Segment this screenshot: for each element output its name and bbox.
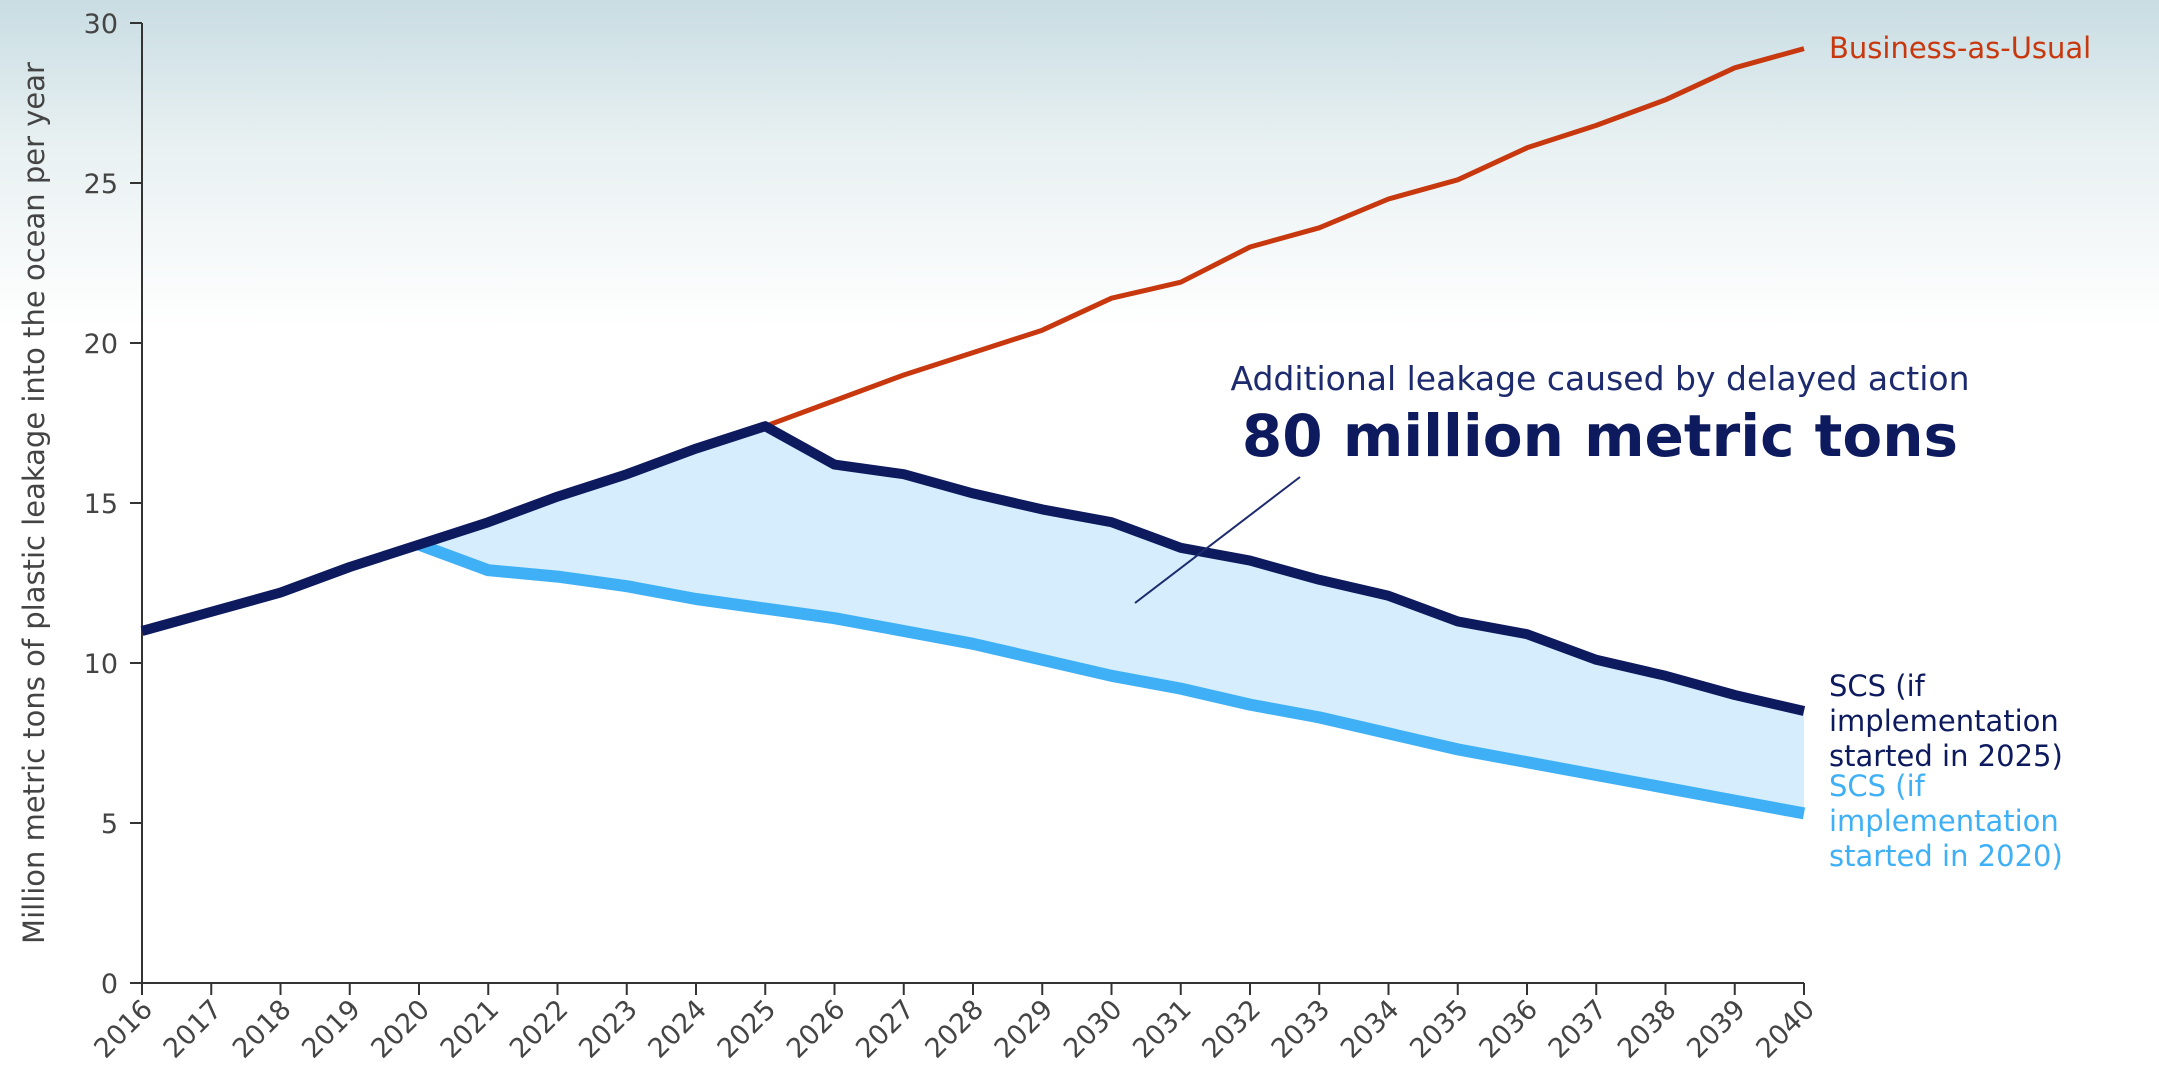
annotation-pointer	[1134, 476, 1301, 604]
x-tick-label: 2039	[1681, 994, 1752, 1065]
y-tick-label: 20	[84, 329, 118, 360]
y-tick-label: 25	[84, 169, 118, 200]
x-tick-label: 2026	[781, 994, 852, 1065]
x-tick-label: 2038	[1612, 994, 1683, 1065]
x-tick-label: 2025	[712, 994, 783, 1065]
x-tick-label: 2036	[1473, 994, 1544, 1065]
x-tick-label: 2019	[296, 994, 367, 1065]
series-line	[416, 538, 1806, 820]
x-tick-label: 2020	[365, 994, 436, 1065]
y-tick-label: 15	[84, 489, 118, 520]
x-tick-label: 2034	[1335, 994, 1406, 1065]
x-tick-label: 2035	[1404, 994, 1475, 1065]
x-tick-label: 2016	[88, 994, 159, 1065]
y-tick-label: 30	[84, 9, 118, 40]
series-label: Business-as-Usual	[1829, 30, 2092, 65]
x-tick-label: 2032	[1196, 994, 1267, 1065]
x-tick-label: 2022	[504, 994, 575, 1065]
x-tick-label: 2037	[1543, 994, 1614, 1065]
x-tick-label: 2029	[989, 994, 1060, 1065]
y-tick-label: 5	[101, 809, 118, 840]
x-tick-label: 2040	[1750, 994, 1821, 1065]
y-tick-label: 10	[84, 649, 118, 680]
annotation: Additional leakage caused by delayed act…	[1230, 359, 1969, 398]
series-label: SCS (if implementation started in 2020)	[1829, 769, 2063, 874]
series-label: SCS (if implementation started in 2025)	[1829, 669, 2063, 773]
annotation-value: 80 million metric tons	[1242, 402, 1958, 470]
x-tick-label: 2031	[1127, 994, 1198, 1065]
x-tick-label: 2018	[227, 994, 298, 1065]
x-tick-label: 2033	[1266, 994, 1337, 1065]
x-tick-label: 2030	[1058, 994, 1129, 1065]
background	[0, 0, 2159, 330]
x-tick-label: 2027	[850, 994, 921, 1065]
gap-area	[419, 426, 1804, 814]
x-tick-label: 2023	[573, 994, 644, 1065]
x-tick-label: 2028	[919, 994, 990, 1065]
y-tick-label: 0	[101, 969, 118, 1000]
x-tick-label: 2017	[158, 994, 229, 1065]
x-tick-label: 2021	[435, 994, 506, 1065]
x-tick-label: 2024	[642, 994, 713, 1065]
series-line	[140, 421, 1806, 716]
y-axis-label: Million metric tons of plastic leakage i…	[17, 62, 51, 944]
